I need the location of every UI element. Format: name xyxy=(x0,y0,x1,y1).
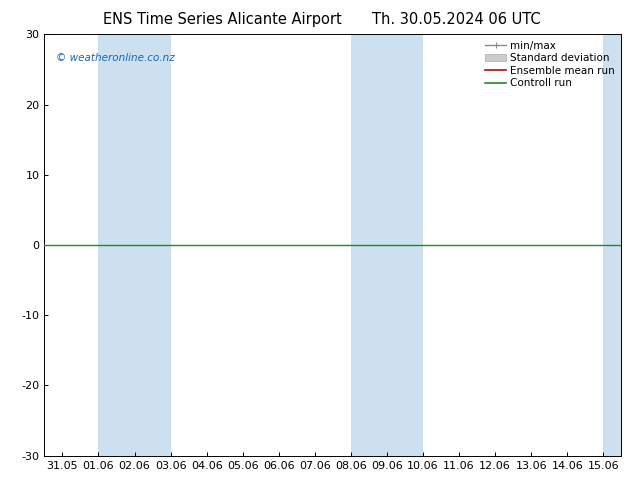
Text: © weatheronline.co.nz: © weatheronline.co.nz xyxy=(56,53,175,63)
Bar xyxy=(351,34,387,456)
Bar xyxy=(98,34,134,456)
Text: ENS Time Series Alicante Airport: ENS Time Series Alicante Airport xyxy=(103,12,341,27)
Text: Th. 30.05.2024 06 UTC: Th. 30.05.2024 06 UTC xyxy=(372,12,541,27)
Bar xyxy=(134,34,171,456)
Legend: min/max, Standard deviation, Ensemble mean run, Controll run: min/max, Standard deviation, Ensemble me… xyxy=(482,37,618,92)
Bar xyxy=(604,34,621,456)
Bar xyxy=(387,34,423,456)
